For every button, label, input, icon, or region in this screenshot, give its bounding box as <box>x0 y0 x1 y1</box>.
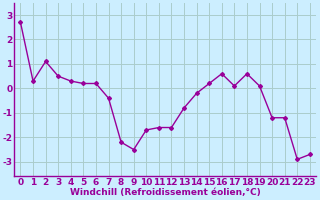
X-axis label: Windchill (Refroidissement éolien,°C): Windchill (Refroidissement éolien,°C) <box>70 188 260 197</box>
